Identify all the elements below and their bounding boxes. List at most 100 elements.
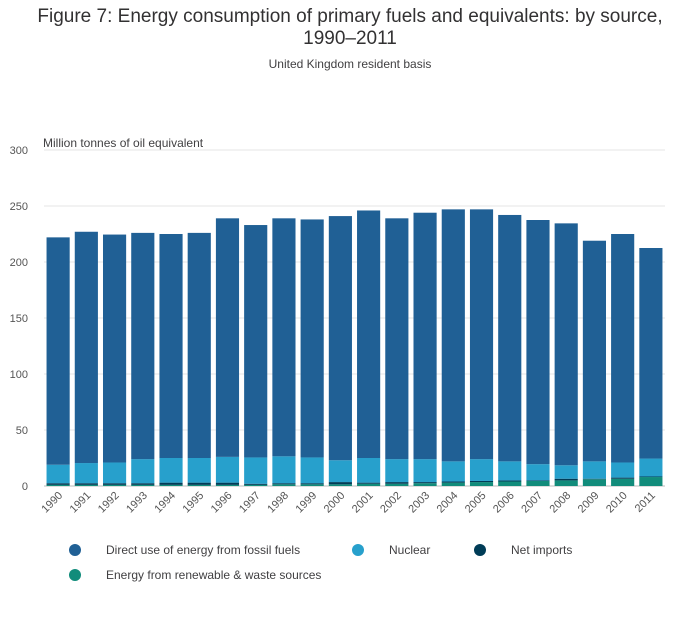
bar-2010-series-2 — [611, 462, 635, 478]
bar-1993-series-3 — [131, 232, 155, 460]
bar-2007-series-0 — [526, 480, 550, 486]
chart-title: Figure 7: Energy consumption of primary … — [0, 6, 700, 50]
bar-2005-series-1 — [469, 480, 494, 483]
y-axis-label: Million tonnes of oil equivalent — [43, 136, 204, 150]
bar-2006-series-0 — [498, 481, 522, 486]
bar-2011-series-1 — [639, 476, 663, 478]
bar-1990-series-0 — [46, 484, 70, 486]
bar-2001-series-1 — [357, 482, 381, 484]
bar-2004-series-0 — [441, 482, 465, 486]
bar-2008-series-0 — [554, 480, 578, 486]
bar-2000-series-1 — [328, 482, 352, 485]
bar-2005-series-3 — [469, 209, 494, 460]
bar-1999-series-3 — [300, 219, 324, 458]
bar-1997-series-1 — [244, 483, 268, 485]
x-tick-label-2008: 2008 — [548, 490, 574, 516]
bar-1995-series-2 — [187, 458, 211, 483]
bar-2002-series-3 — [385, 218, 409, 460]
x-tick-label-1992: 1992 — [96, 490, 122, 516]
bar-2001-series-2 — [357, 458, 381, 483]
bar-2006-series-2 — [498, 461, 522, 481]
x-tick-label-2009: 2009 — [576, 490, 602, 516]
y-tick-label-100: 100 — [10, 369, 28, 381]
y-tick-label-300: 300 — [10, 145, 28, 157]
chart-subtitle: United Kingdom resident basis — [268, 57, 432, 71]
bar-2006-series-3 — [498, 214, 522, 462]
bar-1992-series-2 — [102, 462, 127, 484]
bar-2002-series-2 — [385, 459, 409, 483]
bar-2004-series-3 — [441, 209, 465, 462]
bar-1990-series-1 — [46, 483, 70, 485]
x-tick-label-2003: 2003 — [406, 490, 432, 516]
y-tick-label-50: 50 — [16, 425, 28, 437]
bar-1998-series-0 — [272, 484, 296, 486]
x-tick-label-1995: 1995 — [181, 490, 207, 516]
y-tick-label-250: 250 — [10, 201, 28, 213]
bar-2001-series-3 — [357, 210, 381, 458]
x-tick-label-2004: 2004 — [435, 490, 461, 516]
bar-2008-series-2 — [554, 465, 578, 479]
x-tick-label-2000: 2000 — [322, 490, 348, 516]
bar-2001-series-0 — [357, 483, 381, 486]
x-tick-label-1991: 1991 — [68, 490, 94, 516]
bar-1994-series-2 — [159, 458, 183, 483]
bar-1991-series-1 — [74, 483, 98, 485]
bar-2009-series-3 — [582, 240, 607, 462]
bar-1995-series-1 — [187, 482, 211, 485]
bar-2005-series-0 — [469, 482, 494, 486]
bar-2010-series-1 — [611, 477, 635, 479]
bar-2011-series-3 — [639, 248, 663, 459]
bar-2003-series-3 — [413, 212, 437, 460]
bar-2011-series-0 — [639, 477, 663, 486]
bar-2007-series-3 — [526, 220, 550, 465]
x-tick-label-1993: 1993 — [124, 490, 150, 516]
bar-1990-series-3 — [46, 237, 70, 465]
bar-1994-series-0 — [159, 484, 183, 486]
bar-1996-series-1 — [215, 482, 240, 485]
bar-1992-series-0 — [102, 484, 127, 486]
x-tick-label-2010: 2010 — [604, 490, 630, 516]
bar-1994-series-1 — [159, 482, 183, 485]
y-tick-label-200: 200 — [10, 257, 28, 269]
bar-2009-series-1 — [582, 478, 607, 480]
chart-title-line-2: 1990–2011 — [303, 28, 397, 49]
x-tick-label-1999: 1999 — [293, 490, 319, 516]
bar-1997-series-2 — [244, 457, 268, 484]
bar-2009-series-0 — [582, 479, 607, 486]
bar-2000-series-0 — [328, 484, 352, 486]
x-tick-label-1998: 1998 — [265, 490, 291, 516]
x-tick-label-1990: 1990 — [39, 490, 65, 516]
bar-2005-series-2 — [469, 459, 494, 481]
bar-2010-series-3 — [611, 234, 635, 463]
bar-1999-series-0 — [300, 484, 324, 486]
bar-1996-series-0 — [215, 484, 240, 486]
x-tick-label-1996: 1996 — [209, 490, 235, 516]
bar-1990-series-2 — [46, 464, 70, 484]
bar-1998-series-1 — [272, 483, 296, 485]
bar-2007-series-2 — [526, 464, 550, 481]
bar-1995-series-3 — [187, 232, 211, 458]
chart-title-line-1: Figure 7: Energy consumption of primary … — [37, 6, 663, 27]
bar-1999-series-2 — [300, 457, 324, 484]
bar-2007-series-1 — [526, 480, 550, 481]
bar-1994-series-3 — [159, 234, 183, 458]
bar-2004-series-2 — [441, 461, 465, 482]
bar-1996-series-2 — [215, 456, 240, 483]
bar-1993-series-2 — [131, 459, 155, 484]
bar-2000-series-3 — [328, 216, 352, 461]
bar-2004-series-1 — [441, 481, 465, 483]
y-tick-label-0: 0 — [22, 481, 28, 493]
bar-1998-series-2 — [272, 456, 296, 484]
x-tick-label-2006: 2006 — [491, 490, 517, 516]
bar-1997-series-0 — [244, 484, 268, 486]
x-tick-label-2007: 2007 — [519, 490, 545, 516]
bar-1992-series-1 — [102, 483, 127, 485]
x-tick-label-1994: 1994 — [152, 490, 178, 516]
x-tick-label-2001: 2001 — [350, 490, 376, 516]
x-tick-label-2005: 2005 — [463, 490, 489, 516]
bar-1993-series-1 — [131, 483, 155, 485]
bar-1991-series-0 — [74, 484, 98, 486]
x-tick-label-1997: 1997 — [237, 490, 263, 516]
bar-2003-series-0 — [413, 483, 437, 486]
